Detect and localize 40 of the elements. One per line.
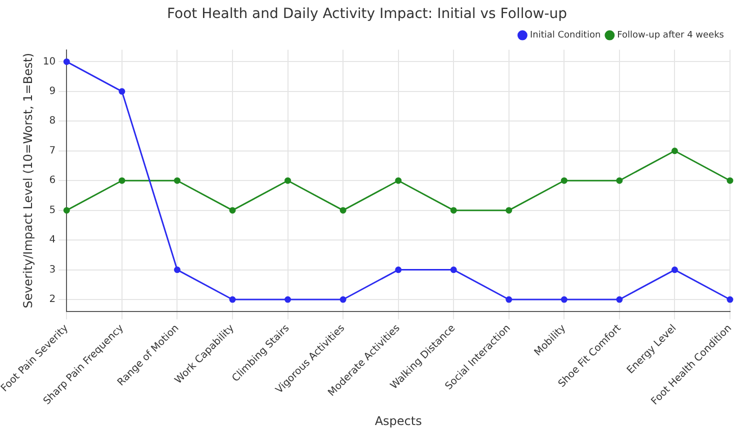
point <box>726 177 734 184</box>
point <box>340 296 346 303</box>
point <box>284 177 292 184</box>
y-tick-label: 2 <box>49 294 56 306</box>
point <box>340 207 346 214</box>
y-tick-label: 7 <box>49 145 56 156</box>
y-tick-label: 3 <box>49 264 56 276</box>
y-tick-label: 9 <box>49 86 56 98</box>
point <box>63 207 70 214</box>
point <box>450 207 457 214</box>
point <box>450 266 457 274</box>
point <box>671 266 678 274</box>
legend-label: Follow-up after 4 weeks <box>617 30 724 41</box>
point <box>174 177 180 184</box>
point <box>118 88 126 95</box>
y-tick-label: 10 <box>42 56 56 68</box>
point <box>229 296 236 303</box>
point <box>506 207 512 214</box>
chart-title: Foot Health and Daily Activity Impact: Initial vs Follow-up <box>166 6 568 22</box>
point <box>726 296 734 303</box>
x-axis-title: Aspects <box>374 414 422 428</box>
point <box>229 207 236 214</box>
point <box>395 177 402 184</box>
point <box>616 177 623 184</box>
point <box>118 177 126 184</box>
y-tick-label: 4 <box>49 234 56 246</box>
point <box>616 296 623 303</box>
y-axis-title: Severity/Impact Level (10=Worst, 1=Best) <box>20 52 35 308</box>
point <box>560 177 568 184</box>
legend-label: Initial Condition <box>530 30 601 41</box>
point <box>560 296 568 303</box>
point <box>671 148 678 154</box>
point <box>395 266 402 274</box>
y-tick-label: 8 <box>49 116 56 127</box>
point <box>284 296 292 303</box>
y-tick-label: 5 <box>49 204 56 216</box>
point <box>63 58 70 65</box>
point <box>506 296 512 303</box>
y-tick-label: 6 <box>49 175 56 186</box>
point <box>174 266 180 274</box>
